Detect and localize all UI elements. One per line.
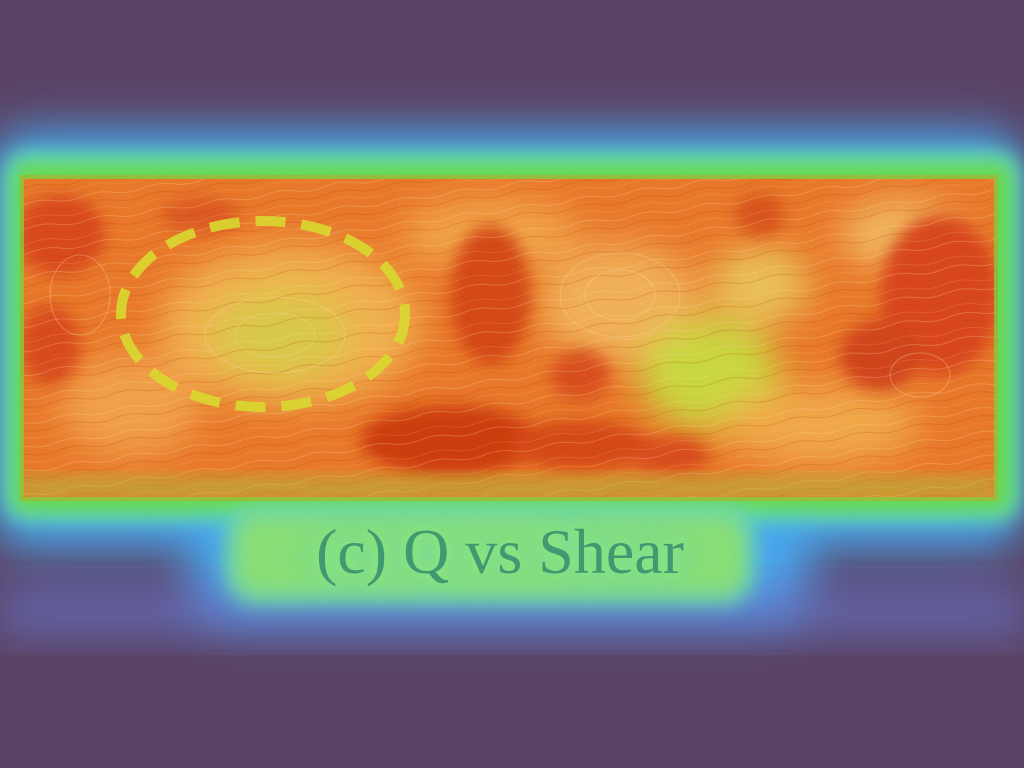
highlight-ellipse [116,216,410,412]
figure-caption: (c) Q vs Shear [316,516,684,587]
flow-visualization-panel [20,175,998,501]
